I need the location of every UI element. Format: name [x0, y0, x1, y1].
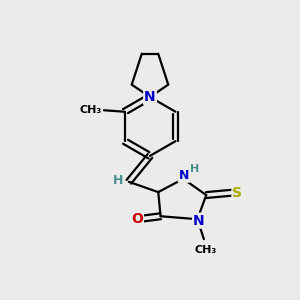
- Text: CH₃: CH₃: [79, 105, 101, 115]
- Text: N: N: [144, 90, 156, 104]
- Text: N: N: [193, 214, 205, 228]
- Text: CH₃: CH₃: [194, 244, 217, 254]
- Text: O: O: [131, 212, 143, 226]
- Text: H: H: [112, 174, 123, 187]
- Text: S: S: [232, 186, 242, 200]
- Text: H: H: [190, 164, 199, 173]
- Text: N: N: [179, 169, 189, 182]
